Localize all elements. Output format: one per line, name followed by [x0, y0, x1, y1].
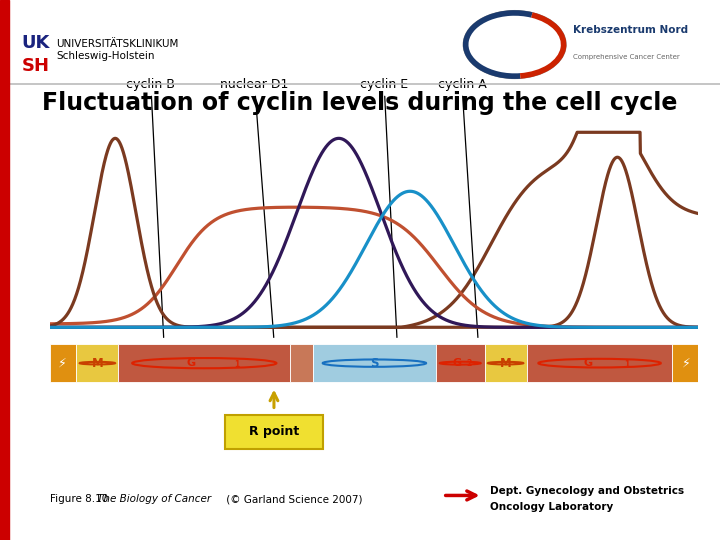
Bar — [50, 344, 76, 382]
Text: G: G — [186, 357, 196, 368]
Text: (© Garland Science 2007): (© Garland Science 2007) — [223, 495, 363, 504]
Text: Figure 8.10: Figure 8.10 — [50, 495, 115, 504]
Circle shape — [323, 360, 426, 367]
Circle shape — [539, 359, 661, 368]
Text: Dept. Gynecology and Obstetrics: Dept. Gynecology and Obstetrics — [490, 487, 684, 496]
Text: G: G — [584, 357, 593, 368]
Text: UNIVERSITÄTSKLINIKUM: UNIVERSITÄTSKLINIKUM — [56, 39, 179, 49]
Circle shape — [440, 362, 481, 364]
Text: The Biology of Cancer: The Biology of Cancer — [97, 495, 212, 504]
Bar — [485, 344, 527, 382]
Text: cyclin E: cyclin E — [360, 78, 408, 338]
Text: M: M — [91, 356, 103, 370]
Text: ⚡: ⚡ — [58, 356, 66, 370]
Bar — [526, 344, 672, 382]
Bar — [672, 344, 698, 382]
Text: S: S — [370, 356, 379, 370]
Circle shape — [488, 362, 523, 364]
Circle shape — [132, 358, 276, 368]
Text: cyclin B: cyclin B — [127, 78, 175, 338]
FancyBboxPatch shape — [225, 415, 323, 449]
Text: Comprehensive Cancer Center: Comprehensive Cancer Center — [573, 53, 680, 60]
Text: Schleswig-Holstein: Schleswig-Holstein — [56, 51, 155, 60]
Text: G: G — [452, 358, 461, 368]
Text: 1: 1 — [624, 360, 630, 369]
Bar — [290, 344, 312, 382]
Text: M: M — [500, 356, 511, 370]
Text: 1: 1 — [234, 360, 239, 369]
Bar — [436, 344, 485, 382]
Text: SH: SH — [22, 57, 50, 75]
Text: nuclear D1: nuclear D1 — [220, 78, 289, 338]
Text: R point: R point — [249, 426, 299, 438]
Text: cyclin A: cyclin A — [438, 78, 486, 338]
Text: 2: 2 — [467, 359, 472, 368]
Text: Krebszentrum Nord: Krebszentrum Nord — [573, 25, 688, 35]
Bar — [313, 344, 436, 382]
Text: Oncology Laboratory: Oncology Laboratory — [490, 502, 613, 511]
Text: ⚡: ⚡ — [683, 356, 691, 370]
Bar — [76, 344, 119, 382]
Bar — [118, 344, 290, 382]
Text: Fluctuation of cyclin levels during the cell cycle: Fluctuation of cyclin levels during the … — [42, 91, 678, 114]
Circle shape — [80, 362, 115, 364]
Text: UK: UK — [22, 34, 50, 52]
